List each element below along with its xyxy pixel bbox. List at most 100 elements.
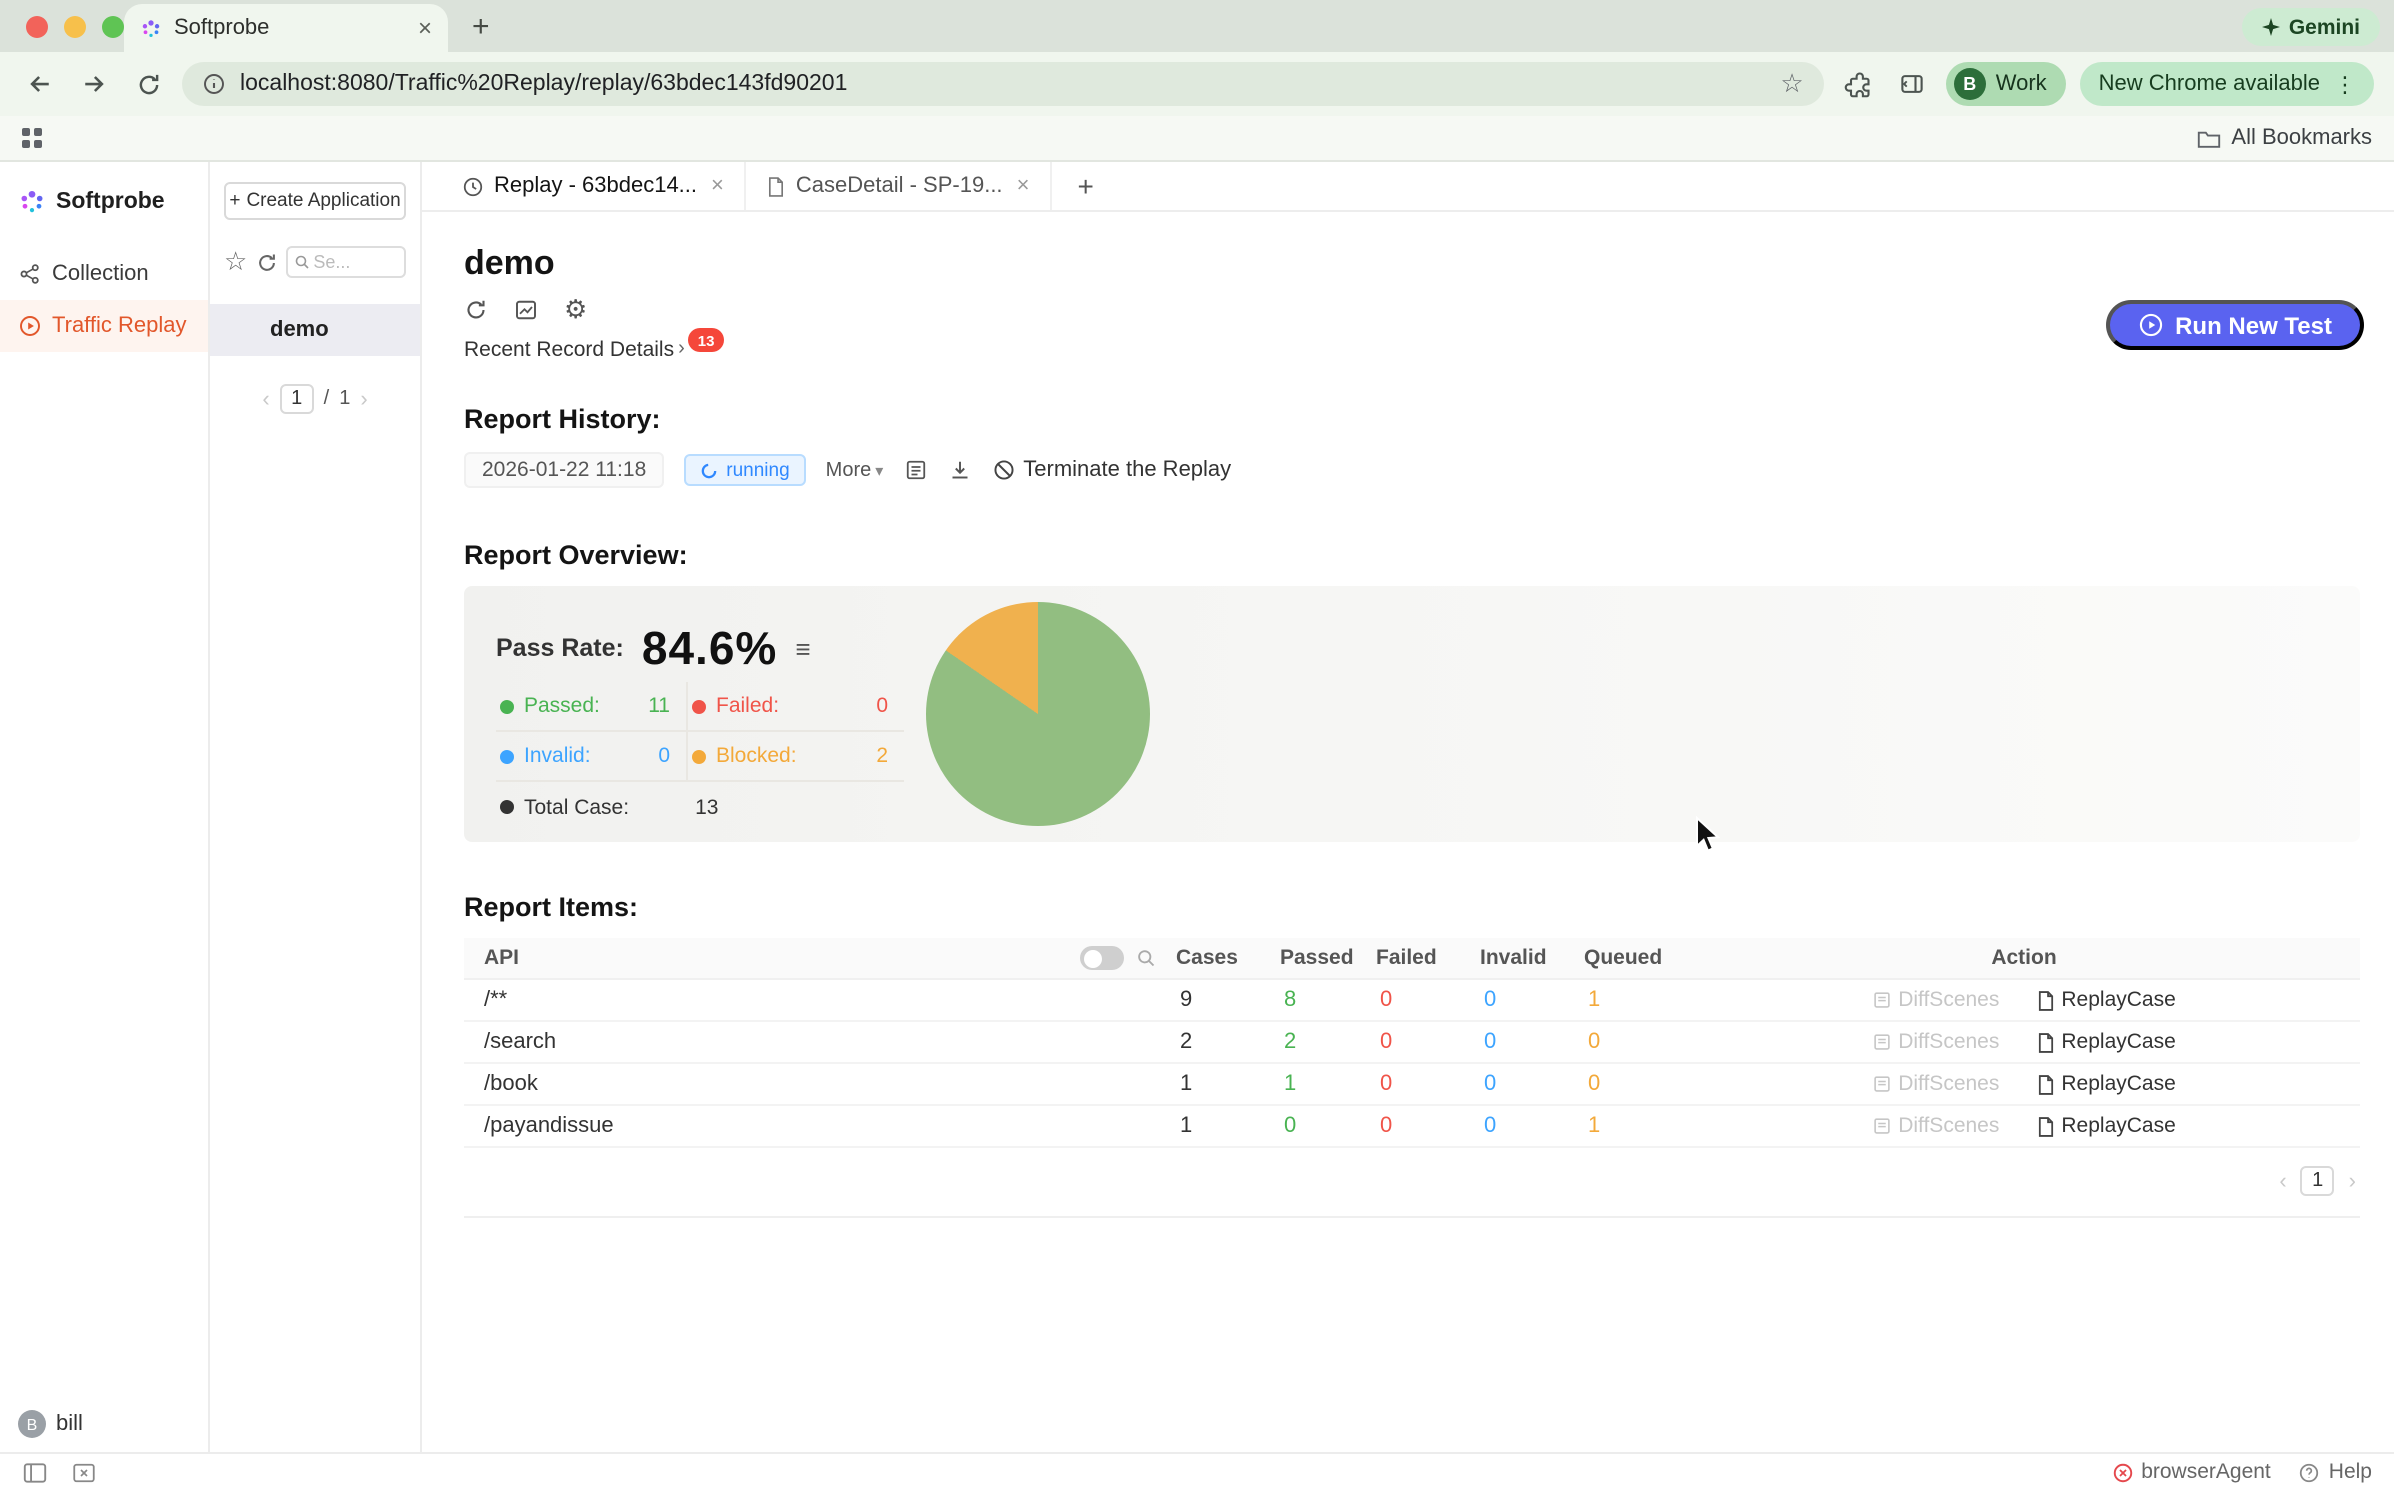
- tab-casedetail[interactable]: CaseDetail - SP-19... ×: [746, 162, 1052, 210]
- application-search-input[interactable]: [313, 252, 398, 272]
- sidebar-item-collection[interactable]: Collection: [0, 248, 208, 300]
- collection-icon: [18, 262, 42, 286]
- add-tab-button[interactable]: +: [1077, 170, 1094, 202]
- next-page-icon[interactable]: ›: [360, 387, 368, 411]
- failed-value: 0: [1380, 988, 1393, 1012]
- terminate-replay-button[interactable]: Terminate the Replay: [991, 458, 1231, 482]
- api-path: /search: [484, 1030, 557, 1054]
- tab-replay[interactable]: Replay - 63bdec14... ×: [442, 162, 746, 210]
- prev-page-icon[interactable]: ‹: [2279, 1169, 2287, 1193]
- api-filter-toggle[interactable]: [1080, 946, 1124, 970]
- gear-icon[interactable]: ⚙: [564, 294, 588, 324]
- failed-value: 0: [1380, 1072, 1393, 1096]
- col-failed: Failed: [1376, 946, 1437, 970]
- api-path: /**: [484, 988, 508, 1012]
- close-tab-icon[interactable]: ×: [711, 174, 724, 198]
- refresh-icon[interactable]: [464, 298, 488, 322]
- help-label: Help: [2328, 1460, 2372, 1484]
- apps-grid-icon[interactable]: [22, 128, 42, 148]
- profile-chip[interactable]: B Work: [1945, 62, 2067, 106]
- window-close-icon[interactable]: [72, 1461, 96, 1483]
- download-icon[interactable]: [947, 458, 971, 482]
- page-number-box[interactable]: 1: [279, 384, 314, 414]
- more-button[interactable]: More ▾: [826, 459, 884, 481]
- failed-value: 0: [1380, 1030, 1393, 1054]
- browser-menu-icon[interactable]: ⋮: [2334, 73, 2356, 97]
- document-icon: [2035, 1031, 2055, 1053]
- close-tab-icon[interactable]: ×: [417, 14, 432, 42]
- report-overview-heading: Report Overview:: [464, 540, 688, 570]
- diffscenes-link[interactable]: DiffScenes: [1872, 988, 1999, 1012]
- gemini-badge[interactable]: Gemini: [2242, 8, 2380, 46]
- refresh-icon[interactable]: [255, 251, 277, 273]
- pass-rate-row: Pass Rate: 84.6% ≡: [496, 621, 2360, 674]
- replaycase-link[interactable]: ReplayCase: [2035, 988, 2176, 1012]
- help-button[interactable]: Help: [2299, 1460, 2372, 1484]
- browser-agent-label: browserAgent: [2141, 1460, 2271, 1484]
- browser-agent-indicator[interactable]: browserAgent: [2111, 1460, 2271, 1484]
- record-count-badge: 13: [688, 328, 724, 352]
- diffscenes-link[interactable]: DiffScenes: [1872, 1072, 1999, 1096]
- site-info-icon[interactable]: [202, 72, 226, 96]
- favorite-star-icon[interactable]: ☆: [224, 246, 248, 276]
- stat-label: Blocked:: [716, 744, 797, 768]
- application-item-demo[interactable]: demo: [210, 304, 420, 356]
- reload-icon[interactable]: [128, 64, 168, 104]
- replaycase-link[interactable]: ReplayCase: [2035, 1114, 2176, 1138]
- bookmark-star-icon[interactable]: ☆: [1780, 68, 1804, 98]
- extensions-icon[interactable]: [1838, 64, 1878, 104]
- minimize-window-icon[interactable]: [64, 16, 86, 38]
- cases-value: 9: [1180, 988, 1193, 1012]
- chrome-update-button[interactable]: New Chrome available ⋮: [2080, 62, 2374, 106]
- side-panel-icon[interactable]: [1892, 64, 1932, 104]
- stat-label: Failed:: [716, 694, 780, 718]
- tab-label: CaseDetail - SP-19...: [795, 174, 1003, 198]
- panel-tools: ☆: [224, 246, 406, 278]
- page-number-box[interactable]: 1: [2300, 1166, 2335, 1196]
- panel-pagination: ‹ 1 / 1 ›: [224, 384, 406, 414]
- all-bookmarks-button[interactable]: All Bookmarks: [2195, 126, 2372, 150]
- block-icon: [991, 458, 1015, 482]
- panel-toggle-icon[interactable]: [22, 1461, 48, 1483]
- diffscenes-link[interactable]: DiffScenes: [1872, 1114, 1999, 1138]
- run-new-test-button[interactable]: Run New Test: [2105, 300, 2364, 350]
- gemini-label: Gemini: [2288, 15, 2360, 39]
- close-window-icon[interactable]: [26, 16, 48, 38]
- search-icon[interactable]: [1136, 948, 1156, 968]
- back-icon[interactable]: [20, 64, 60, 104]
- logs-icon[interactable]: [903, 458, 927, 482]
- stat-passed: Passed: 11: [496, 682, 688, 732]
- url-text: localhost:8080/Traffic%20Replay/replay/6…: [240, 72, 848, 96]
- replaycase-link[interactable]: ReplayCase: [2035, 1072, 2176, 1096]
- user-chip[interactable]: B bill: [0, 1410, 208, 1438]
- chart-image-icon[interactable]: [514, 298, 538, 322]
- file-icon: [766, 175, 786, 197]
- recent-record-link[interactable]: Recent Record Details: [464, 338, 675, 362]
- invalid-value: 0: [1484, 1114, 1497, 1138]
- browser-tab[interactable]: Softprobe ×: [124, 4, 448, 52]
- prev-page-icon[interactable]: ‹: [262, 387, 270, 411]
- forward-icon[interactable]: [74, 64, 114, 104]
- application-search[interactable]: [285, 246, 406, 278]
- new-tab-button[interactable]: +: [472, 9, 490, 43]
- menu-icon[interactable]: ≡: [795, 633, 811, 663]
- table-row: /book 1 1 0 0 0 DiffScenes: [464, 1064, 2360, 1106]
- address-bar[interactable]: localhost:8080/Traffic%20Replay/replay/6…: [182, 62, 1824, 106]
- queued-value: 0: [1588, 1072, 1601, 1096]
- create-application-button[interactable]: + Create Application: [224, 182, 406, 220]
- passed-value: 2: [1284, 1030, 1297, 1054]
- status-badge: running: [684, 454, 806, 486]
- col-passed: Passed: [1280, 946, 1354, 970]
- close-tab-icon[interactable]: ×: [1016, 174, 1030, 198]
- sidebar-item-traffic-replay[interactable]: Traffic Replay: [0, 300, 208, 352]
- replaycase-link[interactable]: ReplayCase: [2035, 1030, 2176, 1054]
- error-circle-icon: [2111, 1461, 2133, 1483]
- profile-avatar: B: [1953, 68, 1986, 100]
- cases-value: 1: [1180, 1114, 1193, 1138]
- diffscenes-link[interactable]: DiffScenes: [1872, 1030, 1999, 1054]
- maximize-window-icon[interactable]: [102, 16, 124, 38]
- play-icon: [2137, 312, 2163, 338]
- next-page-icon[interactable]: ›: [2348, 1169, 2356, 1193]
- api-path: /book: [484, 1072, 538, 1096]
